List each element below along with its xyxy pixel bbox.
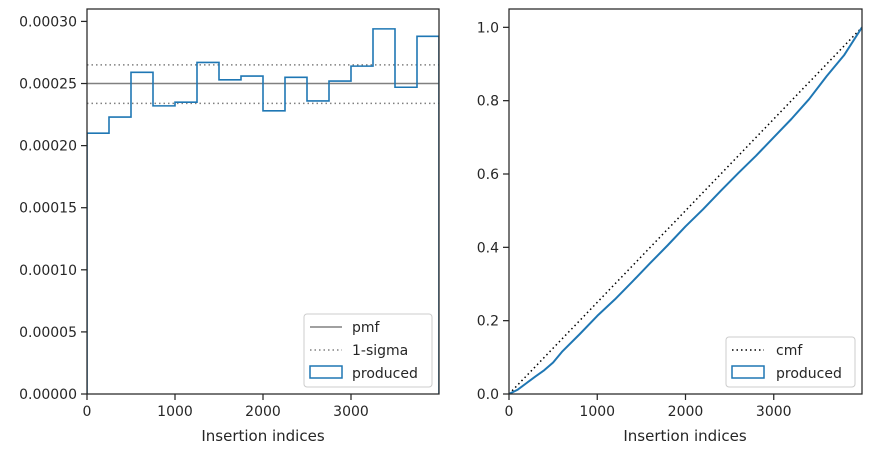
legend-box <box>303 313 433 388</box>
y-tick-label: 0.00015 <box>19 201 77 217</box>
produced-cumulative-line <box>509 26 862 394</box>
y-tick-label: 1.0 <box>477 20 499 36</box>
legend: cmf produced <box>725 336 856 388</box>
y-tick-label: 0.00020 <box>19 139 77 155</box>
cmf-panel: 0 1000 2000 3000 0.0 0.2 0.4 0.6 0.8 1.0 Insertio… <box>477 8 863 445</box>
x-tick-label: 2000 <box>245 404 281 420</box>
y-tick-label: 0.2 <box>477 314 499 330</box>
y-tick-label: 0.00010 <box>19 263 77 279</box>
x-tick-label: 3000 <box>756 404 792 420</box>
plot-frame <box>508 8 863 395</box>
legend-label-sigma: 1-sigma <box>352 343 408 359</box>
pmf-panel: 0 1000 2000 3000 0.00000 0.00005 0.00010 0.0001… <box>19 8 440 445</box>
x-tick-label: 3000 <box>333 404 369 420</box>
x-tick-label: 0 <box>83 404 92 420</box>
legend-label-cmf: cmf <box>776 343 803 359</box>
y-tick-label: 0.00000 <box>19 387 77 403</box>
legend-label-produced: produced <box>352 366 418 382</box>
y-tick-label: 0.6 <box>477 167 499 183</box>
x-tick-label: 0 <box>505 404 514 420</box>
y-tick-label: 0.00025 <box>19 77 77 93</box>
x-axis-label: Insertion indices <box>201 427 324 445</box>
legend: pmf 1-sigma produced <box>303 313 433 388</box>
plot-frame <box>86 8 440 395</box>
y-tick-label: 0.4 <box>477 240 499 256</box>
legend-box <box>725 336 856 388</box>
y-tick-label: 0.00005 <box>19 325 77 341</box>
legend-label-pmf: pmf <box>352 320 381 336</box>
cmf-line <box>509 26 862 394</box>
produced-step-histogram <box>87 28 439 394</box>
legend-swatch-produced <box>731 365 765 379</box>
y-tick-label: 0.0 <box>477 387 499 403</box>
y-tick-label: 0.8 <box>477 94 499 110</box>
x-axis-label: Insertion indices <box>623 427 746 445</box>
legend-swatch-produced <box>309 365 343 379</box>
x-tick-label: 2000 <box>668 404 704 420</box>
x-tick-label: 1000 <box>579 404 615 420</box>
x-tick-label: 1000 <box>157 404 193 420</box>
y-tick-label: 0.00030 <box>19 14 77 30</box>
legend-label-produced: produced <box>776 366 842 382</box>
